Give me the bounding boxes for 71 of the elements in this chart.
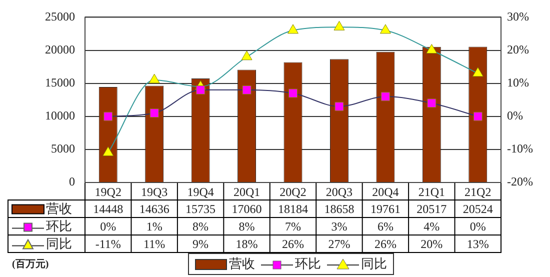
- point: [148, 74, 160, 84]
- data-label: 9%: [192, 236, 209, 251]
- data-label: 18184: [278, 202, 308, 216]
- x-tick-label: 20Q3: [326, 184, 353, 199]
- y-tick-label: 0: [69, 174, 75, 189]
- data-label: 4%: [424, 219, 440, 234]
- y2-tick-label: 20%: [507, 42, 529, 56]
- y2-tick-label: -20%: [507, 174, 533, 189]
- y-tick-label: 5000: [51, 142, 75, 156]
- data-label: 13%: [466, 236, 489, 251]
- x-tick-label: 20Q1: [233, 184, 260, 199]
- legend-label: 环比: [46, 218, 72, 234]
- point: [473, 112, 482, 121]
- x-tick-label: 20Q4: [372, 184, 399, 199]
- x-tick-label: 20Q2: [280, 184, 306, 199]
- y-tick-label: 25000: [45, 9, 75, 24]
- data-label: 20%: [420, 236, 443, 251]
- data-label: 14636: [139, 202, 170, 216]
- point: [426, 44, 438, 54]
- data-label: 0%: [100, 219, 116, 234]
- data-label: -11%: [95, 236, 121, 251]
- point: [241, 50, 252, 60]
- data-label: 14448: [93, 202, 124, 216]
- text: (百万元): [12, 258, 49, 270]
- x-tick-label: 19Q2: [94, 184, 122, 199]
- data-label: 1%: [146, 219, 162, 234]
- data-label: 15735: [186, 202, 216, 216]
- x-tick-label: 21Q2: [464, 184, 492, 199]
- data-label: 6%: [377, 219, 394, 234]
- y-tick-label: 20000: [45, 42, 75, 56]
- data-label: 26%: [374, 236, 396, 251]
- y2-tick-label: 30%: [507, 9, 529, 24]
- data-label: 19761: [370, 202, 400, 216]
- legend-label: 同比: [46, 236, 72, 252]
- data-label: 7%: [285, 219, 301, 234]
- y2-tick-label: -10%: [507, 142, 533, 156]
- text: 营收: [229, 256, 255, 271]
- point: [288, 88, 298, 98]
- data-label: 18658: [324, 202, 354, 216]
- data-label: 20524: [462, 202, 493, 216]
- point: [104, 112, 113, 121]
- point: [427, 98, 436, 108]
- point: [288, 24, 298, 34]
- point: [150, 108, 159, 118]
- data-label: 20517: [416, 202, 447, 216]
- point: [196, 85, 206, 94]
- x-tick-label: 21Q1: [418, 184, 446, 199]
- point: [334, 102, 344, 111]
- x-tick-label: 19Q4: [187, 184, 214, 199]
- data-label: 11%: [144, 236, 166, 251]
- text: 环比: [295, 256, 321, 271]
- text: 同比: [361, 256, 387, 271]
- data-label: 8%: [192, 219, 209, 234]
- point: [380, 24, 391, 34]
- legend-label: 营收: [46, 201, 72, 216]
- x-tick-label: 19Q3: [140, 184, 168, 199]
- point: [242, 85, 252, 94]
- y2-tick-label: 0%: [507, 108, 523, 123]
- data-label: 3%: [331, 219, 348, 234]
- data-label: 26%: [282, 236, 304, 251]
- data-label: 17060: [232, 202, 262, 216]
- y-tick-label: 15000: [45, 75, 75, 90]
- data-label: 27%: [328, 236, 350, 251]
- data-label: 18%: [236, 236, 258, 251]
- y-tick-label: 10000: [45, 108, 75, 123]
- data-label: 8%: [238, 219, 255, 234]
- point: [380, 92, 390, 102]
- data-label: 0%: [470, 219, 486, 234]
- y2-tick-label: 10%: [507, 75, 529, 90]
- point: [472, 67, 484, 77]
- point: [334, 20, 345, 30]
